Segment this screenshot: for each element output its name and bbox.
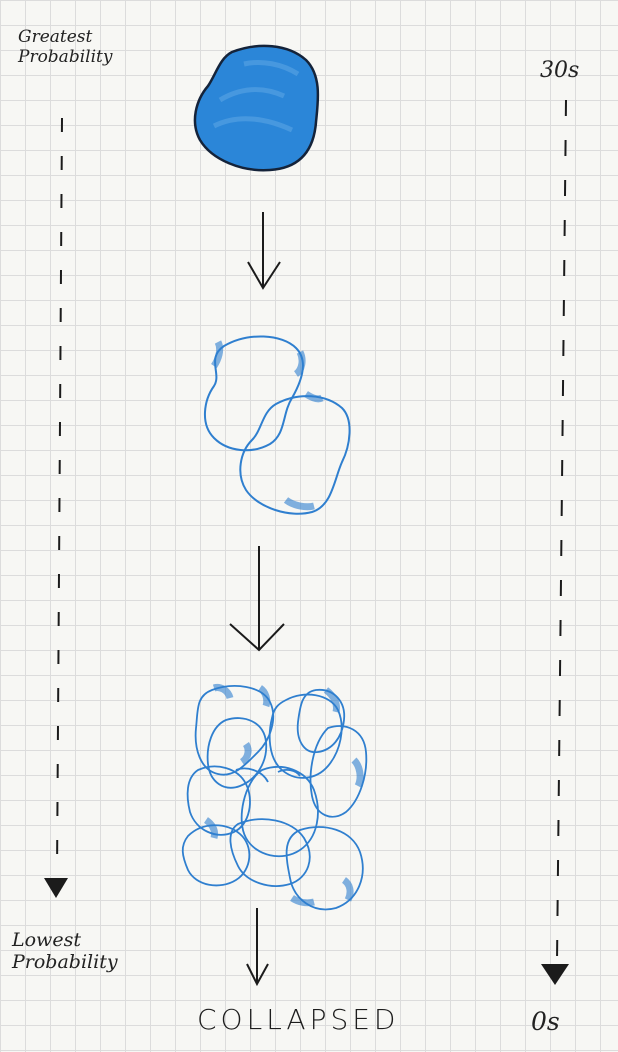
two-outline-blobs (204, 335, 351, 515)
blob-shading (212, 59, 300, 133)
time-arrowhead (541, 964, 569, 985)
down-arrow-3 (246, 908, 269, 987)
greatest-probability-label: Greatest Probability (18, 27, 113, 67)
greatest-probability-line-1: Greatest (18, 27, 93, 47)
lowest-probability-line-2: Probability (12, 950, 118, 973)
single-filled-blob (193, 44, 320, 172)
time-dashed-arrow (541, 99, 569, 985)
greatest-probability-line-2: Probability (18, 46, 113, 67)
many-outline-blobs (181, 684, 368, 911)
time-start-label: 30s (540, 58, 580, 83)
time-end-label: 0s (531, 1007, 560, 1036)
down-arrow-2 (229, 546, 285, 652)
collapsed-label: COLLAPSED (197, 1003, 400, 1036)
lowest-probability-line-1: Lowest (12, 929, 81, 951)
probability-arrowhead (44, 878, 68, 898)
probability-dashed-arrow (44, 117, 68, 898)
lowest-probability-label: Lowest Probability (12, 929, 118, 974)
down-arrow-1 (247, 212, 281, 290)
